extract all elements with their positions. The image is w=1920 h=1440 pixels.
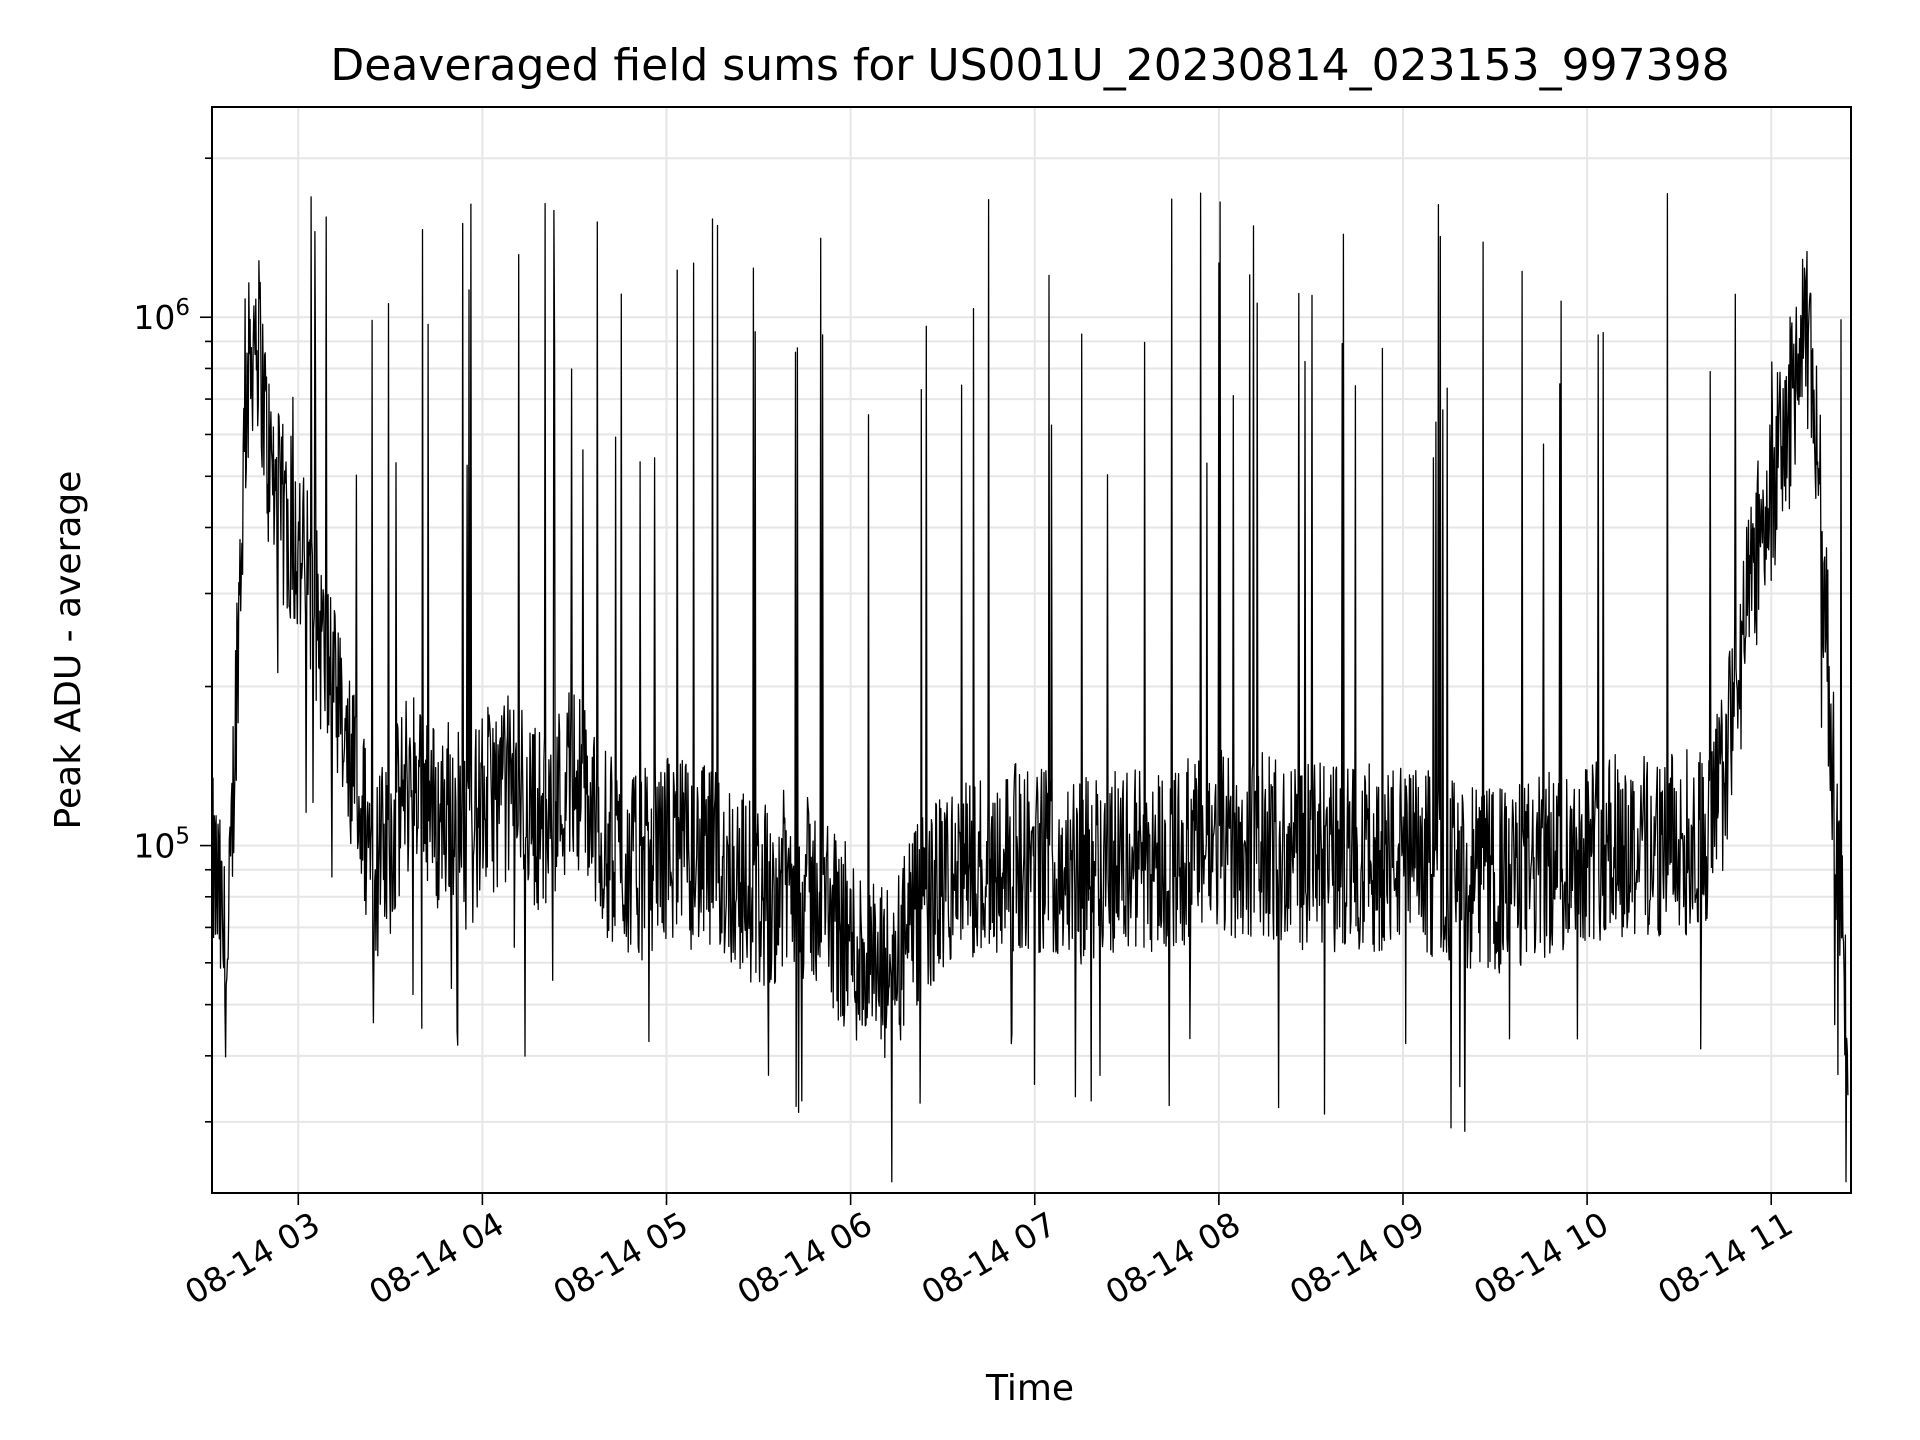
y-tick-label: 105 bbox=[133, 824, 190, 866]
x-tick-label: 08-14 07 bbox=[915, 1204, 1063, 1312]
x-tick-label: 08-14 11 bbox=[1651, 1204, 1799, 1312]
x-tick-label: 08-14 04 bbox=[362, 1204, 510, 1312]
plot-frame bbox=[211, 106, 1852, 1194]
y-axis-label: Peak ADU - average bbox=[48, 471, 89, 830]
x-tick-label: 08-14 06 bbox=[731, 1204, 879, 1312]
axes: 08-14 03 08-14 04 08-14 05 08-14 06 08-14 07… bbox=[133, 106, 1852, 1312]
x-tick-label: 08-14 05 bbox=[547, 1204, 695, 1312]
x-tick-label: 08-14 09 bbox=[1283, 1204, 1431, 1312]
series-layer bbox=[211, 192, 1849, 1183]
x-axis-label: Time bbox=[985, 1368, 1074, 1409]
chart-title: Deaveraged field sums for US001U_2023081… bbox=[330, 40, 1729, 91]
x-tick-label: 08-14 10 bbox=[1467, 1204, 1615, 1312]
x-tick-label: 08-14 03 bbox=[178, 1204, 326, 1312]
x-tick-label: 08-14 08 bbox=[1099, 1204, 1247, 1312]
series-line bbox=[211, 192, 1849, 1183]
y-tick-label: 106 bbox=[133, 295, 190, 337]
